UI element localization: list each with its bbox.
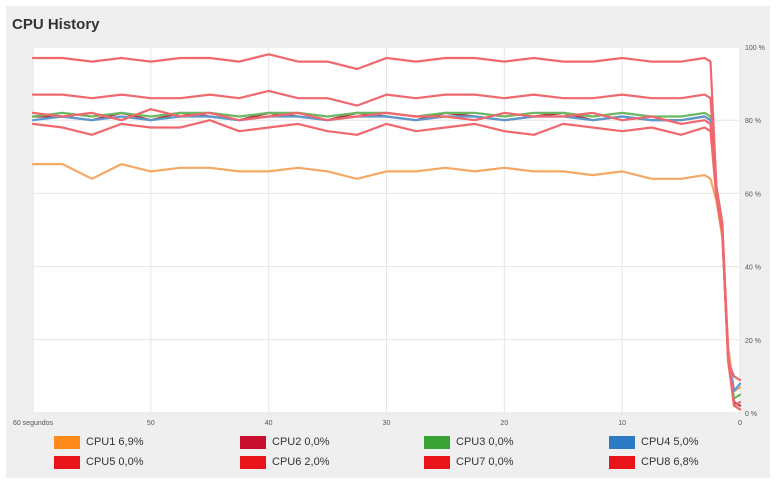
y-tick-label: 100 % [745,45,765,52]
series-line-cpu1 [31,163,742,393]
y-tick-label: 60 % [745,191,761,198]
y-tick-label: 40 % [745,265,761,272]
x-tick-label: 0 [738,420,742,427]
x-tick-label: 20 [500,420,508,427]
x-tick-label: 10 [618,420,626,427]
series-line-cpu5 [31,53,742,411]
x-tick-label: 50 [147,420,155,427]
x-tick-label: 60 segundos [13,420,54,427]
chart-title: CPU History [12,16,100,33]
y-tick-label: 20 % [745,338,761,345]
series-line-cpu8 [31,108,742,382]
x-tick-label: 30 [383,420,391,427]
y-tick-label: 0 % [745,411,757,418]
y-tick-label: 80 % [745,118,761,125]
series-line-cpu6 [31,89,742,407]
x-tick-label: 40 [265,420,273,427]
